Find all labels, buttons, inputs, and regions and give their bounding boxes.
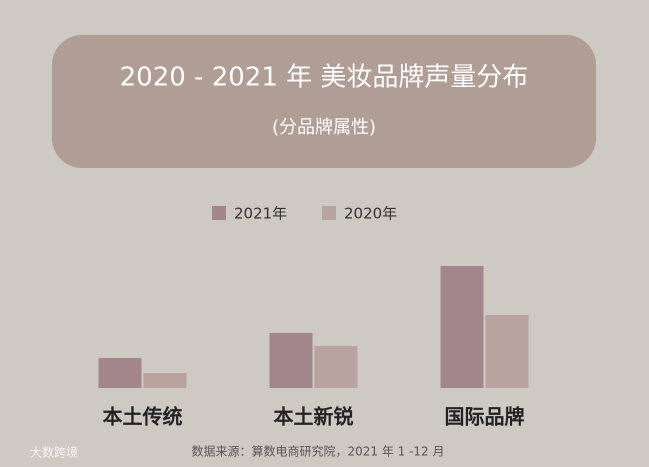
bar <box>485 315 529 388</box>
x-tick-label: 国际品牌 <box>445 405 525 429</box>
legend-swatch <box>212 206 226 220</box>
watermark: 大数跨境 <box>30 445 78 460</box>
bar <box>440 266 484 388</box>
bar <box>269 333 313 388</box>
bar <box>314 346 358 388</box>
legend-swatch <box>322 206 336 220</box>
bar <box>143 373 187 388</box>
chart-title: 2020 - 2021 年 美妆品牌声量分布 <box>120 63 529 93</box>
legend-label: 2021年 <box>234 205 287 223</box>
legend-label: 2020年 <box>344 205 397 223</box>
x-tick-label: 本土新锐 <box>274 405 354 429</box>
chart-subtitle: (分品牌属性) <box>272 117 376 138</box>
title-box <box>52 35 596 168</box>
bar <box>98 358 142 388</box>
source-note: 数据来源：算数电商研究院，2021 年 1 -12 月 <box>191 444 444 459</box>
x-tick-label: 本土传统 <box>103 405 183 429</box>
